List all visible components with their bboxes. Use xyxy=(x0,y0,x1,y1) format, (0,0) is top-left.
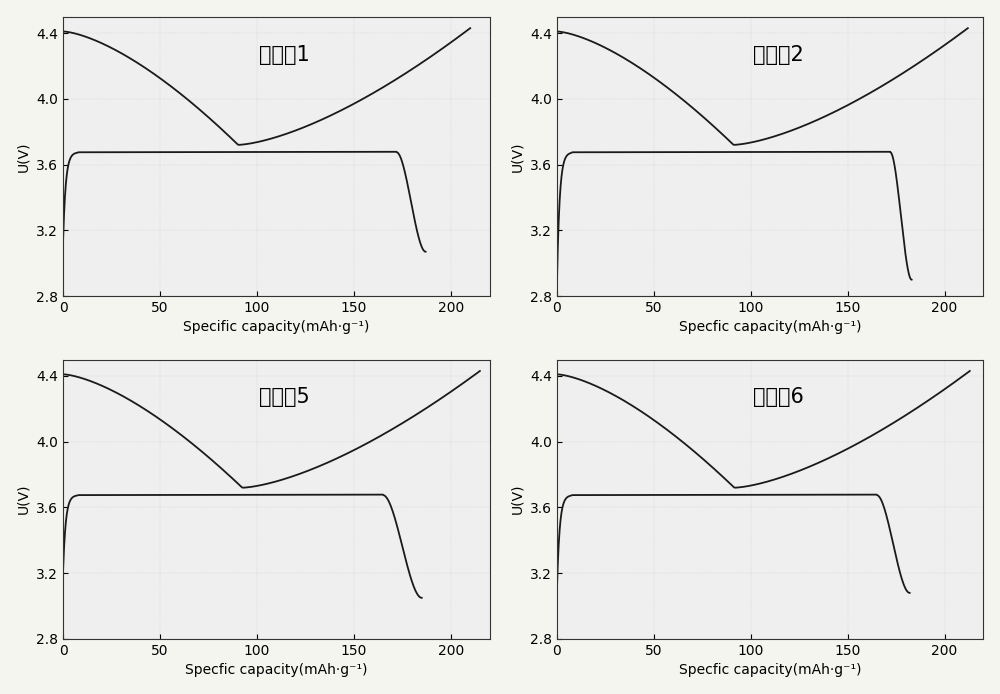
Y-axis label: U(V): U(V) xyxy=(17,141,31,171)
Y-axis label: U(V): U(V) xyxy=(510,141,524,171)
Text: 实施例1: 实施例1 xyxy=(259,44,310,65)
Text: 实施例2: 实施例2 xyxy=(753,44,804,65)
Text: 实施例6: 实施例6 xyxy=(753,387,804,407)
Y-axis label: U(V): U(V) xyxy=(510,484,524,514)
Text: 实施例5: 实施例5 xyxy=(259,387,310,407)
Y-axis label: U(V): U(V) xyxy=(17,484,31,514)
X-axis label: Specfic capacity(mAh·g⁻¹): Specfic capacity(mAh·g⁻¹) xyxy=(679,321,861,335)
X-axis label: Specfic capacity(mAh·g⁻¹): Specfic capacity(mAh·g⁻¹) xyxy=(679,663,861,677)
X-axis label: Specfic capacity(mAh·g⁻¹): Specfic capacity(mAh·g⁻¹) xyxy=(185,663,368,677)
X-axis label: Specific capacity(mAh·g⁻¹): Specific capacity(mAh·g⁻¹) xyxy=(183,321,370,335)
